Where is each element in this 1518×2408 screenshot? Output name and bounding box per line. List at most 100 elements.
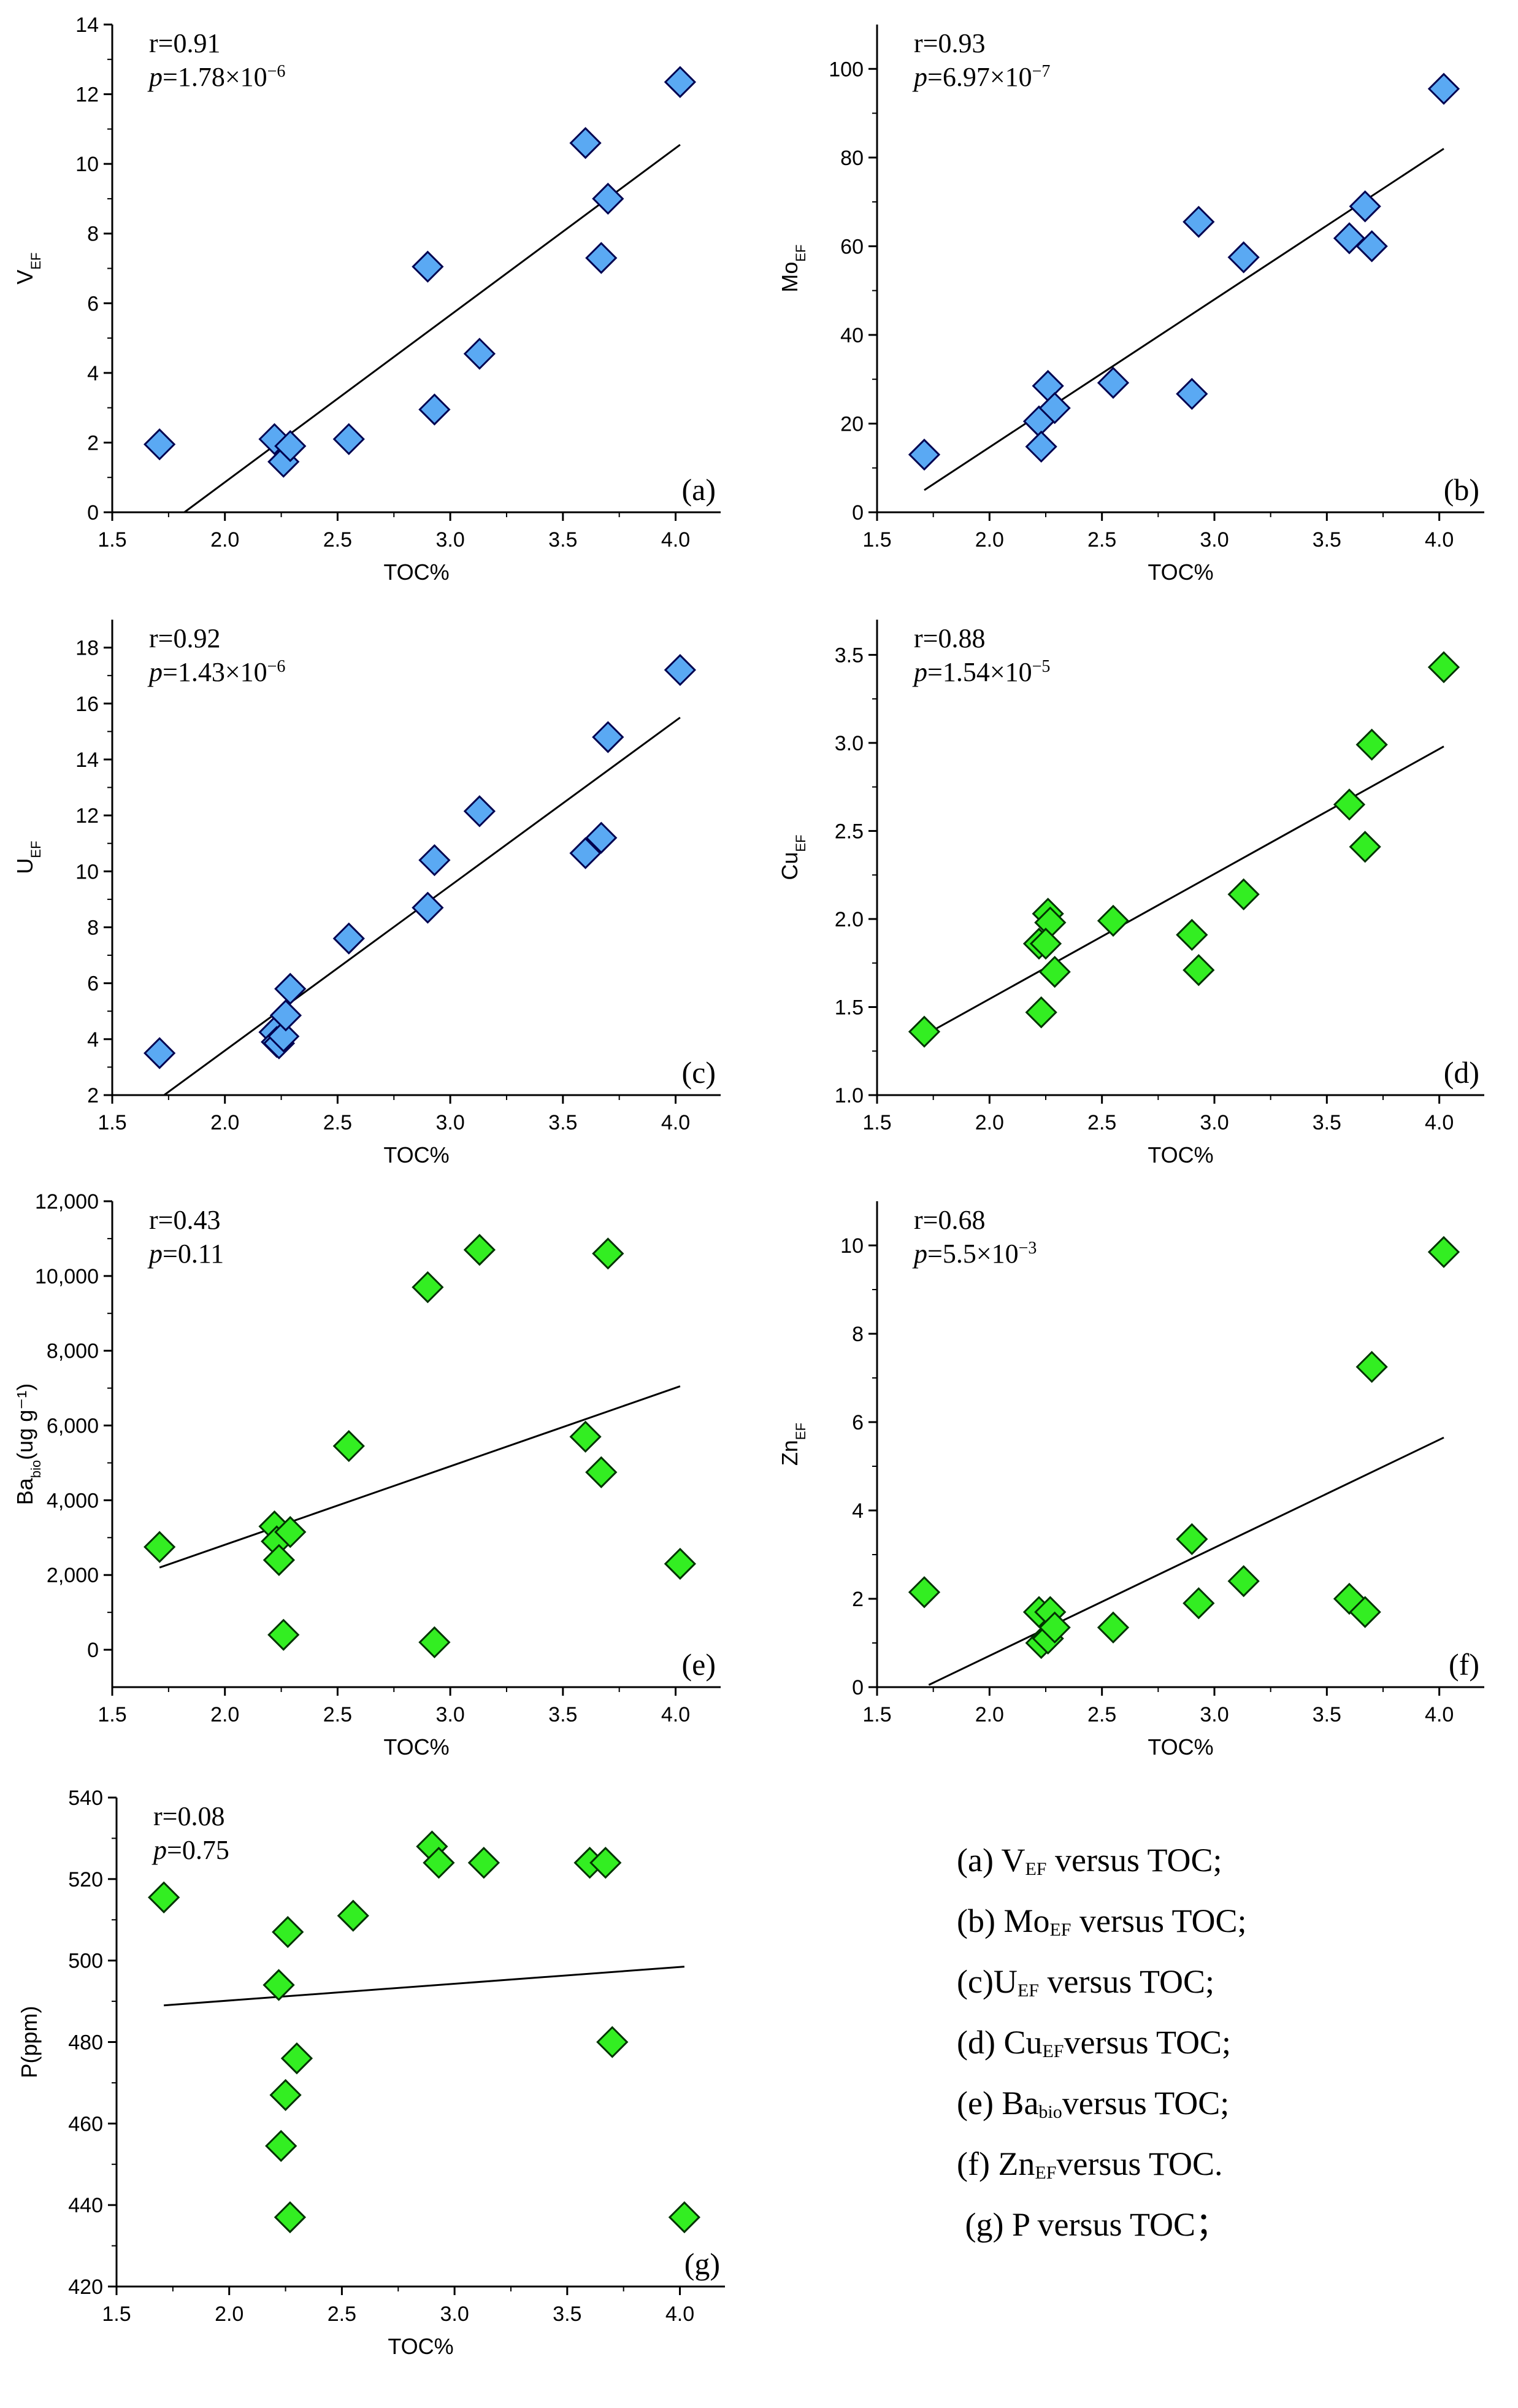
- data-point: [585, 1456, 618, 1488]
- caption-text: versus TOC;: [1038, 1963, 1214, 2000]
- panel-tag: (b): [1444, 472, 1479, 507]
- y-axis-title: MoEF: [777, 244, 808, 292]
- caption-line: (g) P versus TOC；: [957, 2199, 1509, 2251]
- y-tick-label: 20: [840, 412, 864, 436]
- data-point: [1038, 1611, 1071, 1644]
- x-tick-label: 3.5: [1313, 1703, 1341, 1726]
- caption-text: (g) P versus TOC；: [957, 2206, 1229, 2243]
- x-tick-label: 4.0: [661, 1111, 690, 1134]
- y-tick-label: 14: [75, 13, 99, 37]
- data-point: [1097, 904, 1130, 937]
- chart-panel-d: 1.5 2.0 2.5 3.0 3.5 4.0 1.0 1.5 2.0 2.5 3.0 3.5 TOC%…: [777, 620, 1484, 1167]
- caption-text: versus TOC;: [1062, 2085, 1230, 2121]
- x-tick-label: 2.5: [1087, 1703, 1116, 1726]
- y-tick-label: 540: [68, 1787, 103, 1810]
- data-point: [418, 393, 451, 426]
- data-point: [908, 438, 941, 471]
- data-point: [274, 972, 307, 1005]
- y-axis-title: CuEF: [777, 834, 808, 880]
- caption-subscript: EF: [1049, 1920, 1071, 1940]
- x-tick-label: 4.0: [661, 1703, 690, 1726]
- caption-text: (c)U: [957, 1963, 1018, 2000]
- x-axis-title: TOC%: [383, 1734, 449, 1760]
- x-tick-label: 1.5: [862, 528, 891, 552]
- panel-tag: (f): [1449, 1647, 1479, 1682]
- data-point: [1183, 206, 1215, 238]
- chart-panel-c: 1.5 2.0 2.5 3.0 3.5 4.0 2 4 6 8 10 12 14 16 18 TOC% UEF r…: [12, 620, 721, 1167]
- y-tick-label: 100: [829, 58, 864, 81]
- y-tick-label: 3.0: [835, 732, 864, 755]
- chart-panel-f: 1.5 2.0 2.5 3.0 3.5 4.0 0 2 4 6 8 10 TOC% ZnEF r=0.68 p…: [777, 1201, 1484, 1760]
- y-tick-label: 0: [852, 501, 864, 525]
- data-point: [263, 1969, 295, 2001]
- data-point: [596, 2026, 629, 2058]
- caption-line: (e) Babioversus TOC;: [957, 2077, 1509, 2138]
- stat-r: r=0.08: [153, 1801, 224, 1831]
- y-tick-label: 12,000: [35, 1190, 99, 1214]
- data-point: [332, 1429, 365, 1463]
- x-tick-label: 3.0: [435, 528, 464, 552]
- data-point: [1355, 728, 1388, 761]
- data-point: [1025, 430, 1057, 463]
- caption-text: versus TOC.: [1056, 2145, 1223, 2182]
- data-point: [423, 1847, 455, 1879]
- data-point: [908, 1576, 941, 1609]
- data-point: [1176, 1523, 1208, 1555]
- x-axis-title: TOC%: [383, 560, 449, 585]
- stat-p: p=5.5×10−3: [912, 1239, 1037, 1269]
- y-tick-label: 0: [87, 501, 99, 525]
- data-point: [592, 721, 624, 753]
- x-axis-title: TOC%: [1148, 1734, 1213, 1760]
- stat-r: r=0.43: [149, 1205, 220, 1235]
- chart-panel-g: 1.5 2.0 2.5 3.0 3.5 4.0 420 440 460 480 500 520 540 T…: [17, 1787, 725, 2359]
- x-tick-label: 2.5: [323, 1111, 352, 1134]
- data-point: [274, 1516, 307, 1548]
- x-tick-label: 3.5: [548, 528, 577, 552]
- x-tick-label: 3.0: [435, 1703, 464, 1726]
- y-tick-label: 420: [68, 2275, 103, 2299]
- x-tick-label: 1.5: [102, 2302, 131, 2326]
- x-tick-label: 3.0: [1200, 1703, 1229, 1726]
- y-tick-label: 60: [840, 235, 864, 258]
- y-tick-label: 8: [87, 223, 99, 246]
- y-tick-label: 2: [87, 1084, 99, 1107]
- y-tick-label: 10: [75, 860, 99, 883]
- x-tick-label: 2.5: [1087, 1111, 1116, 1134]
- y-tick-label: 2.0: [835, 908, 864, 931]
- data-point: [412, 250, 444, 283]
- data-point: [463, 337, 496, 370]
- x-tick-label: 3.5: [548, 1111, 577, 1134]
- y-axis-title: P(ppm): [17, 2006, 42, 2078]
- data-point: [1333, 788, 1366, 821]
- x-tick-label: 3.5: [553, 2302, 581, 2326]
- x-tick-label: 2.5: [328, 2302, 356, 2326]
- caption-text: versus TOC;: [1064, 2024, 1232, 2061]
- data-point: [272, 1916, 304, 1948]
- data-point: [274, 429, 307, 463]
- caption-line: (c)UEF versus TOC;: [957, 1956, 1509, 2017]
- y-tick-label: 18: [75, 637, 99, 660]
- y-tick-label: 12: [75, 83, 99, 107]
- caption-line: (f) ZnEFversus TOC.: [957, 2138, 1509, 2199]
- x-tick-label: 4.0: [1425, 1703, 1454, 1726]
- y-tick-label: 4,000: [47, 1489, 99, 1512]
- x-tick-label: 3.5: [1313, 528, 1341, 552]
- data-point: [1227, 241, 1260, 274]
- y-tick-label: 2: [852, 1588, 864, 1611]
- y-tick-label: 10: [75, 153, 99, 176]
- y-tick-label: 1.5: [835, 996, 864, 1019]
- panel-tag: (g): [684, 2247, 720, 2281]
- caption-subscript: EF: [1042, 2041, 1064, 2061]
- x-tick-label: 1.5: [862, 1703, 891, 1726]
- data-point: [418, 1626, 451, 1659]
- data-point: [144, 428, 176, 461]
- data-point: [463, 795, 496, 828]
- data-point: [1427, 1236, 1460, 1268]
- x-tick-label: 2.0: [210, 1111, 239, 1134]
- x-tick-label: 2.5: [323, 1703, 352, 1726]
- caption-text: (f) Zn: [957, 2145, 1035, 2182]
- data-point: [1176, 377, 1208, 410]
- stat-r: r=0.92: [149, 623, 220, 653]
- y-tick-label: 12: [75, 804, 99, 828]
- x-tick-label: 2.5: [1087, 528, 1116, 552]
